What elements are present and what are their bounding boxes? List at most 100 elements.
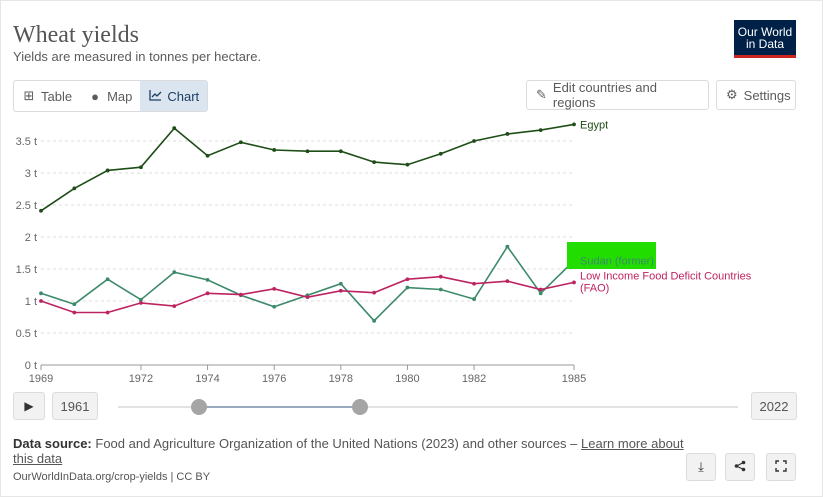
play-icon: ▶: [24, 399, 34, 413]
tab-table[interactable]: ⊞ Table: [14, 81, 80, 111]
label-highlight: [567, 242, 656, 269]
data-point: [372, 318, 377, 323]
share-button[interactable]: [725, 453, 755, 481]
source-url[interactable]: OurWorldInData.org/crop-yields | CC BY: [13, 471, 211, 483]
chart-title: Wheat yields: [13, 22, 139, 48]
timeline-selected-range: [199, 406, 360, 408]
table-icon: ⊞: [23, 88, 35, 103]
data-point: [438, 274, 443, 279]
data-point: [505, 279, 510, 284]
view-tabs: ⊞ Table ● Map Chart: [13, 80, 209, 112]
data-point: [305, 295, 310, 300]
x-tick-label: 1976: [262, 373, 286, 385]
tab-chart-label: Chart: [167, 88, 200, 104]
x-tick-label: 1985: [562, 373, 586, 385]
data-point: [405, 285, 410, 290]
x-tick-label: 1978: [329, 373, 353, 385]
source-text: Food and Agriculture Organization of the…: [95, 436, 578, 451]
data-point: [405, 162, 410, 167]
data-point: [238, 292, 243, 297]
data-point: [72, 310, 77, 315]
data-point: [472, 139, 476, 143]
tab-table-label: Table: [41, 88, 73, 104]
tab-map[interactable]: ● Map: [80, 81, 140, 111]
timeline-end-handle[interactable]: [352, 399, 368, 415]
data-point: [305, 149, 310, 154]
y-tick-label: 0 t: [25, 360, 37, 372]
data-point: [505, 244, 510, 249]
data-point: [105, 310, 110, 315]
data-point: [572, 280, 576, 285]
play-button[interactable]: ▶: [13, 392, 45, 420]
timeline-start-year[interactable]: 1961: [52, 392, 98, 420]
pencil-icon: ✎: [536, 87, 547, 102]
data-source: Data source: Food and Agriculture Organi…: [13, 436, 693, 466]
data-point: [538, 287, 543, 292]
edit-countries-label: Edit countries and regions: [552, 80, 657, 110]
data-point: [272, 148, 277, 152]
source-label: Data source:: [13, 436, 92, 451]
fullscreen-icon: [775, 459, 787, 475]
data-point: [272, 286, 277, 291]
y-tick-label: 1 t: [25, 296, 37, 308]
share-icon: [734, 460, 746, 475]
data-point: [205, 277, 210, 282]
data-point: [272, 304, 277, 309]
data-point: [105, 168, 110, 173]
y-tick-label: 3 t: [25, 168, 37, 180]
edit-countries-button[interactable]: ✎ Edit countries and regions: [526, 80, 709, 110]
line-chart: 0 t 0.5 t 1 t 1.5 t 2 t 2.5 t 3 t 3.5 t 1969 197…: [16, 119, 752, 385]
data-point: [172, 126, 177, 131]
owid-logo[interactable]: Our World in Data: [734, 20, 796, 58]
y-tick-label: 3.5 t: [16, 136, 37, 148]
data-point: [405, 277, 410, 282]
data-point: [372, 290, 377, 295]
y-tick-label: 2.5 t: [16, 200, 37, 212]
x-tick-label: 1982: [462, 373, 486, 385]
data-point: [172, 270, 177, 275]
data-point: [172, 304, 177, 309]
data-point: [39, 208, 43, 213]
settings-label: Settings: [743, 87, 791, 103]
timeline-track[interactable]: [118, 406, 738, 408]
x-tick-label: 1974: [195, 373, 219, 385]
globe-icon: ●: [91, 88, 99, 104]
data-point: [505, 132, 510, 136]
series-label: Low Income Food Deficit Countries: [580, 270, 752, 282]
data-point: [72, 302, 77, 307]
logo-line-1: Our World: [737, 25, 793, 39]
logo-line-2: in Data: [745, 37, 785, 51]
tab-chart[interactable]: Chart: [140, 81, 208, 111]
data-point: [205, 153, 210, 158]
y-tick-label: 0.5 t: [16, 328, 37, 340]
data-point: [472, 281, 476, 286]
settings-button[interactable]: ⚙ Settings: [716, 80, 796, 110]
line-chart-icon: [148, 89, 162, 104]
data-point: [139, 165, 143, 170]
data-point: [438, 287, 443, 292]
y-tick-label: 1.5 t: [16, 264, 37, 276]
data-point: [538, 291, 543, 296]
fullscreen-button[interactable]: [766, 453, 796, 481]
series-line: [40, 123, 575, 212]
learn-more-link[interactable]: Learn more about this data: [13, 436, 684, 466]
data-point: [338, 288, 343, 293]
data-point: [338, 149, 343, 154]
download-button[interactable]: ⤓: [686, 453, 716, 481]
data-point: [372, 160, 377, 165]
data-point: [105, 277, 110, 282]
gear-icon: ⚙: [726, 87, 738, 102]
data-point: [538, 128, 543, 133]
data-point: [238, 140, 243, 145]
data-point: [72, 186, 77, 191]
data-point: [572, 122, 576, 127]
data-point: [338, 281, 343, 286]
data-point: [39, 299, 43, 303]
timeline-end-year[interactable]: 2022: [751, 392, 797, 420]
series-label: Egypt: [580, 119, 608, 131]
timeline-start-handle[interactable]: [191, 399, 207, 415]
data-point: [139, 301, 143, 305]
series-label-line-2: (FAO): [580, 282, 609, 294]
download-icon: ⤓: [698, 459, 704, 474]
data-point: [205, 291, 210, 296]
